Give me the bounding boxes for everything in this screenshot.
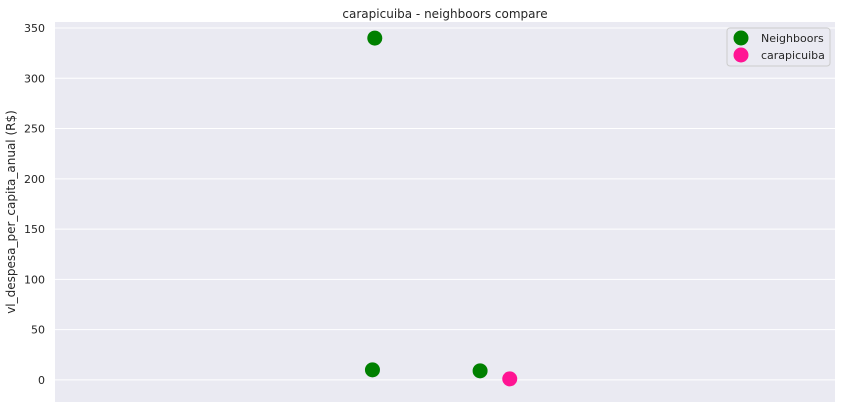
legend-label: carapicuiba [761,49,825,62]
data-point [367,30,383,46]
y-tick-label: 250 [24,123,45,136]
y-tick-label: 50 [31,324,45,337]
legend-box [726,27,831,67]
data-points [364,30,518,387]
chart-title: carapicuiba - neighboors compare [342,7,547,21]
y-tick-label: 100 [24,273,45,286]
data-point [472,363,488,379]
legend: Neighboors carapicuiba [726,27,831,67]
y-tick-labels: 0 50 100 150 200 250 300 350 [24,22,45,387]
legend-label: Neighboors [761,32,824,45]
y-axis-label: vl_despesa_per_capita_anual (R$) [4,110,18,314]
legend-marker [733,47,749,63]
data-point [364,362,380,378]
y-tick-label: 150 [24,223,45,236]
y-tick-label: 300 [24,72,45,85]
y-tick-label: 200 [24,173,45,186]
data-point [502,371,518,387]
plot-area [55,22,835,402]
grid-lines [55,27,835,381]
y-tick-label: 0 [38,374,45,387]
y-tick-label: 350 [24,22,45,35]
legend-marker [733,30,749,46]
